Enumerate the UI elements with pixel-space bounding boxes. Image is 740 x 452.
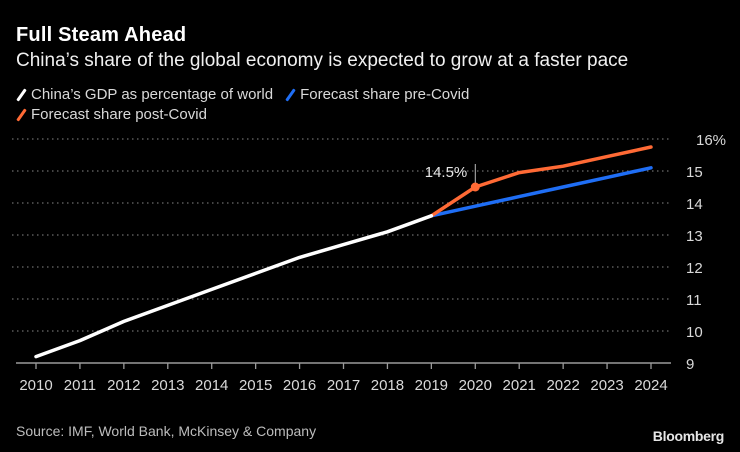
legend: China’s GDP as percentage of world Forec…	[16, 86, 481, 103]
x-tick-label: 2014	[195, 377, 228, 394]
legend-row-2: Forecast share post-Covid	[16, 106, 219, 123]
x-tick-label: 2019	[415, 377, 448, 394]
y-tick-label: 12	[686, 260, 703, 277]
x-tick-label: 2016	[283, 377, 316, 394]
legend-label: Forecast share post-Covid	[31, 106, 207, 123]
gridlines	[12, 138, 671, 332]
series-line-0	[34, 214, 434, 359]
legend-item-pre-covid: Forecast share pre-Covid	[285, 86, 469, 103]
series-line-2	[429, 145, 653, 218]
y-axis: 9 10 11 12 13 14 15 16%	[686, 132, 726, 373]
x-tick-label: 2010	[19, 377, 52, 394]
annotation-marker	[470, 182, 480, 192]
y-tick-label: 16%	[696, 132, 726, 149]
x-tick-label: 2023	[590, 377, 623, 394]
source-note: Source: IMF, World Bank, McKinsey & Comp…	[16, 423, 317, 439]
x-tick-label: 2015	[239, 377, 272, 394]
y-tick-label: 10	[686, 324, 703, 341]
x-axis: 2010 2011 2012 2013 2014 2015 2016 2017 2018 2019…	[16, 362, 671, 394]
series-line-1	[429, 166, 653, 218]
y-tick-label: 13	[686, 228, 703, 245]
y-tick-label: 14	[686, 196, 703, 213]
x-tick-label: 2011	[64, 377, 96, 394]
annotations: 14.5%	[425, 164, 480, 192]
y-tick-label: 11	[686, 292, 702, 309]
legend-item-historical: China’s GDP as percentage of world	[16, 86, 273, 103]
x-tick-label: 2022	[546, 377, 579, 394]
annotation-label: 14.5%	[425, 164, 468, 181]
y-tick-label: 15	[686, 164, 703, 181]
x-tick-label: 2012	[107, 377, 140, 394]
series-lines	[34, 145, 653, 359]
chart-title: Full Steam Ahead	[16, 24, 187, 46]
legend-label: Forecast share pre-Covid	[300, 86, 470, 103]
chart-subtitle: China’s share of the global economy is e…	[16, 50, 629, 71]
legend-item-post-covid: Forecast share post-Covid	[16, 106, 207, 123]
bloomberg-logo: Bloomberg	[652, 428, 725, 444]
x-tick-label: 2017	[327, 377, 360, 394]
x-tick-label: 2018	[371, 377, 404, 394]
x-tick-label: 2013	[151, 377, 184, 394]
y-tick-label: 9	[686, 356, 694, 373]
x-tick-label: 2021	[503, 377, 536, 394]
x-tick-label: 2024	[634, 377, 667, 394]
x-tick-label: 2020	[459, 377, 492, 394]
legend-label: China’s GDP as percentage of world	[31, 86, 274, 103]
